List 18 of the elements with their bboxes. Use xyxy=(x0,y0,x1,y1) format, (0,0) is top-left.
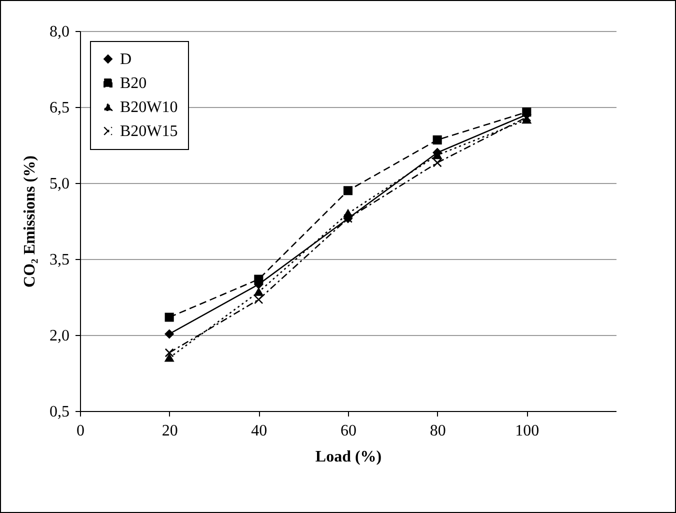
y-tick-label: 8,0 xyxy=(50,24,70,40)
y-tick-label: 5,0 xyxy=(50,176,70,192)
y-tick-label: 2,0 xyxy=(50,328,70,344)
legend-label: B20W10 xyxy=(120,99,178,116)
x-tick-label: 60 xyxy=(340,422,356,440)
x-tick-label: 80 xyxy=(430,422,446,440)
y-tick-label: 3,5 xyxy=(50,252,70,268)
legend-label: B20 xyxy=(120,75,147,92)
y-tick-label: 6,5 xyxy=(50,100,70,116)
x-tick-label: 20 xyxy=(162,422,178,440)
x-tick-label: 40 xyxy=(251,422,268,440)
y-tick-label: 0,5 xyxy=(50,404,70,420)
x-tick-label: 100 xyxy=(515,422,540,440)
y-axis-title: CO₂ Emissions (%) xyxy=(22,156,38,288)
x-tick-label: 0 xyxy=(76,422,84,440)
x-axis-title: Load (%) xyxy=(315,448,382,466)
legend-label: D xyxy=(120,51,132,68)
legend-label: B20W15 xyxy=(120,123,178,140)
